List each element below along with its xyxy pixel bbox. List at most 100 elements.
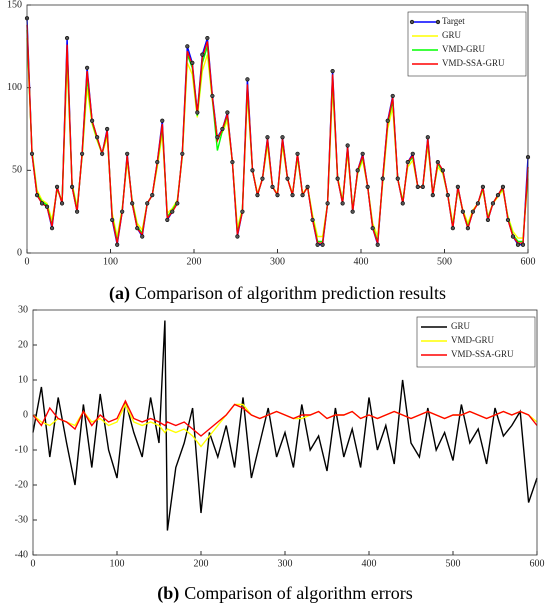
data-point <box>180 151 185 156</box>
x-tick-label: 300 <box>270 256 285 267</box>
data-point <box>290 193 295 198</box>
legend-label: GRU <box>442 30 462 40</box>
plot: 0 100 200 300 400 500 600 0 50 100 150 Target GRU VMD… <box>7 0 536 267</box>
data-point <box>160 118 165 123</box>
series-line <box>32 320 538 531</box>
data-point <box>315 242 320 247</box>
y-tick-label: -20 <box>15 479 28 490</box>
data-point <box>285 176 290 181</box>
x-tick-label: 100 <box>110 558 125 569</box>
x-tick-label: 300 <box>278 558 293 569</box>
data-point <box>445 193 450 198</box>
data-point <box>150 193 155 198</box>
y-tick-label: 0 <box>17 247 22 258</box>
legend: GRU VMD-GRU VMD-SSA-GRU <box>416 316 536 368</box>
data-point <box>145 201 150 206</box>
data-point <box>200 52 205 57</box>
x-tick-label: 600 <box>521 256 536 267</box>
data-point <box>115 242 120 247</box>
data-point <box>100 151 105 156</box>
data-point <box>455 184 460 189</box>
data-point <box>39 201 45 206</box>
data-point <box>410 151 415 156</box>
series-line <box>32 399 538 437</box>
data-point <box>470 209 475 214</box>
y-tick-label: 10 <box>18 374 28 385</box>
data-point <box>520 242 526 247</box>
data-point <box>430 193 435 198</box>
data-point <box>210 93 215 99</box>
caption: (a) Comparison of algorithm prediction re… <box>109 283 446 304</box>
plot-frame <box>26 4 529 254</box>
data-point <box>515 242 521 247</box>
data-point <box>140 234 145 239</box>
data-point <box>425 135 430 140</box>
data-point <box>375 242 380 247</box>
data-point <box>69 184 75 189</box>
data-point <box>230 159 235 165</box>
x-tick-label: 600 <box>530 558 545 569</box>
data-point <box>130 201 135 206</box>
data-point <box>44 204 50 209</box>
data-point <box>295 151 300 156</box>
y-tick-label: 0 <box>23 409 28 420</box>
data-point <box>480 184 486 189</box>
data-point <box>270 184 275 189</box>
data-point <box>125 151 130 156</box>
data-point <box>420 184 425 189</box>
x-tick-label: 0 <box>25 256 30 267</box>
data-point <box>135 226 140 231</box>
x-tick-label: 100 <box>103 256 118 267</box>
caption: (b) Comparison of algorithm errors <box>157 583 412 604</box>
legend-label: VMD-SSA-GRU <box>442 58 505 68</box>
data-point <box>165 217 170 223</box>
data-point <box>245 77 250 82</box>
data-point <box>310 217 315 223</box>
x-tick-label: 200 <box>194 558 209 569</box>
legend-marker <box>409 19 415 25</box>
data-point <box>395 176 400 181</box>
data-point <box>355 168 360 173</box>
data-point <box>54 184 60 189</box>
data-point <box>260 176 265 181</box>
data-point <box>275 193 280 198</box>
plot-frame <box>32 309 538 556</box>
data-point <box>205 35 210 41</box>
data-point <box>360 151 365 156</box>
legend-label: VMD-GRU <box>451 335 495 345</box>
data-point <box>500 184 506 189</box>
data-point <box>49 226 55 231</box>
data-point <box>29 151 35 156</box>
data-point <box>155 159 160 165</box>
data-point <box>170 209 175 214</box>
data-point <box>390 93 395 99</box>
data-point <box>340 201 345 206</box>
data-point <box>95 135 100 140</box>
data-point <box>34 193 40 198</box>
x-tick-label: 500 <box>446 558 461 569</box>
data-point <box>305 184 310 189</box>
data-point <box>235 234 240 239</box>
data-point <box>85 65 90 70</box>
y-tick-label: 20 <box>18 339 28 350</box>
data-point <box>505 217 511 223</box>
y-tick-label: -30 <box>15 514 28 525</box>
data-point <box>250 168 255 173</box>
legend-label: Target <box>442 16 465 26</box>
y-tick-label: -40 <box>15 549 28 560</box>
data-point <box>325 201 330 206</box>
data-point <box>370 226 375 231</box>
data-point <box>280 135 285 140</box>
y-tick-label: 50 <box>12 165 22 176</box>
data-point <box>405 159 410 165</box>
data-point <box>240 209 245 214</box>
data-point <box>300 193 305 198</box>
data-point <box>495 193 501 198</box>
data-point <box>385 118 390 123</box>
data-point <box>265 135 270 140</box>
y-tick-label: 150 <box>7 0 22 10</box>
data-point <box>490 201 496 206</box>
caption-text: Comparison of algorithm errors <box>184 583 412 603</box>
data-point <box>450 226 455 231</box>
y-tick-label: 30 <box>18 304 28 315</box>
